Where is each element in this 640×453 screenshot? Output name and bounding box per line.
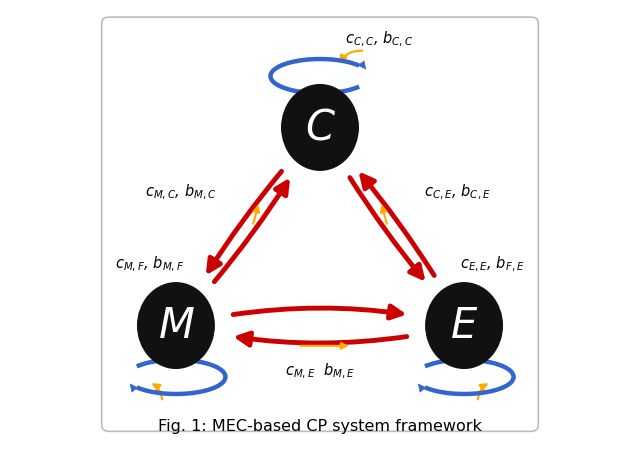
Text: $\mathit{C}$: $\mathit{C}$ — [305, 106, 335, 149]
Text: $\mathit{E}$: $\mathit{E}$ — [450, 304, 478, 347]
Text: Fig. 1: MEC-based CP system framework: Fig. 1: MEC-based CP system framework — [158, 419, 482, 434]
Text: $c_{E,E}$, $b_{F,E}$: $c_{E,E}$, $b_{F,E}$ — [460, 255, 525, 275]
Ellipse shape — [138, 283, 214, 368]
Text: $c_{C,C}$, $b_{C,C}$: $c_{C,C}$, $b_{C,C}$ — [345, 29, 413, 48]
FancyBboxPatch shape — [102, 17, 538, 431]
Text: $c_{M,C}$, $b_{M,C}$: $c_{M,C}$, $b_{M,C}$ — [145, 183, 216, 202]
Text: $c_{C,E}$, $b_{C,E}$: $c_{C,E}$, $b_{C,E}$ — [424, 183, 490, 202]
Text: $c_{M,F}$, $b_{M,F}$: $c_{M,F}$, $b_{M,F}$ — [115, 255, 184, 275]
Ellipse shape — [282, 85, 358, 170]
Text: $c_{M,E}$  $b_{M,E}$: $c_{M,E}$ $b_{M,E}$ — [285, 361, 355, 381]
Ellipse shape — [426, 283, 502, 368]
Text: $\mathit{M}$: $\mathit{M}$ — [157, 304, 195, 347]
